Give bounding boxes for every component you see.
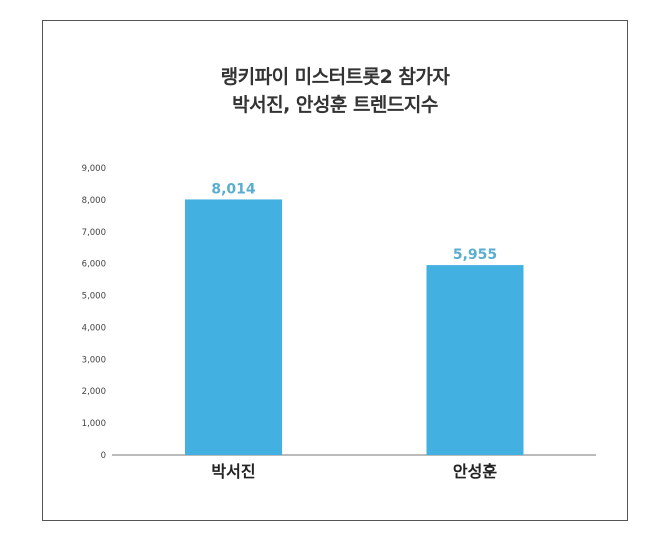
y-tick-label: 7,000 <box>82 228 106 238</box>
chart-title-line-1: 랭키파이 미스터트롯2 참가자 <box>220 66 450 88</box>
x-tick-label: 박서진 <box>211 462 255 481</box>
y-tick-label: 3,000 <box>82 355 106 365</box>
y-tick-label: 0 <box>101 451 106 461</box>
chart-frame <box>42 20 628 521</box>
chart-title-line-2: 박서진, 안성훈 트렌드지수 <box>232 94 438 116</box>
y-tick-label: 8,000 <box>82 196 106 206</box>
bar <box>426 265 524 455</box>
y-tick-label: 1,000 <box>82 419 106 429</box>
data-label: 5,955 <box>453 247 497 263</box>
y-tick-label: 4,000 <box>82 323 106 333</box>
y-tick-label: 2,000 <box>82 387 106 397</box>
y-tick-label: 5,000 <box>82 292 106 302</box>
y-tick-label: 6,000 <box>82 260 106 270</box>
data-label: 8,014 <box>211 181 256 197</box>
x-tick-label: 안성훈 <box>453 462 497 481</box>
y-tick-label: 9,000 <box>82 164 106 174</box>
bar <box>185 199 282 455</box>
